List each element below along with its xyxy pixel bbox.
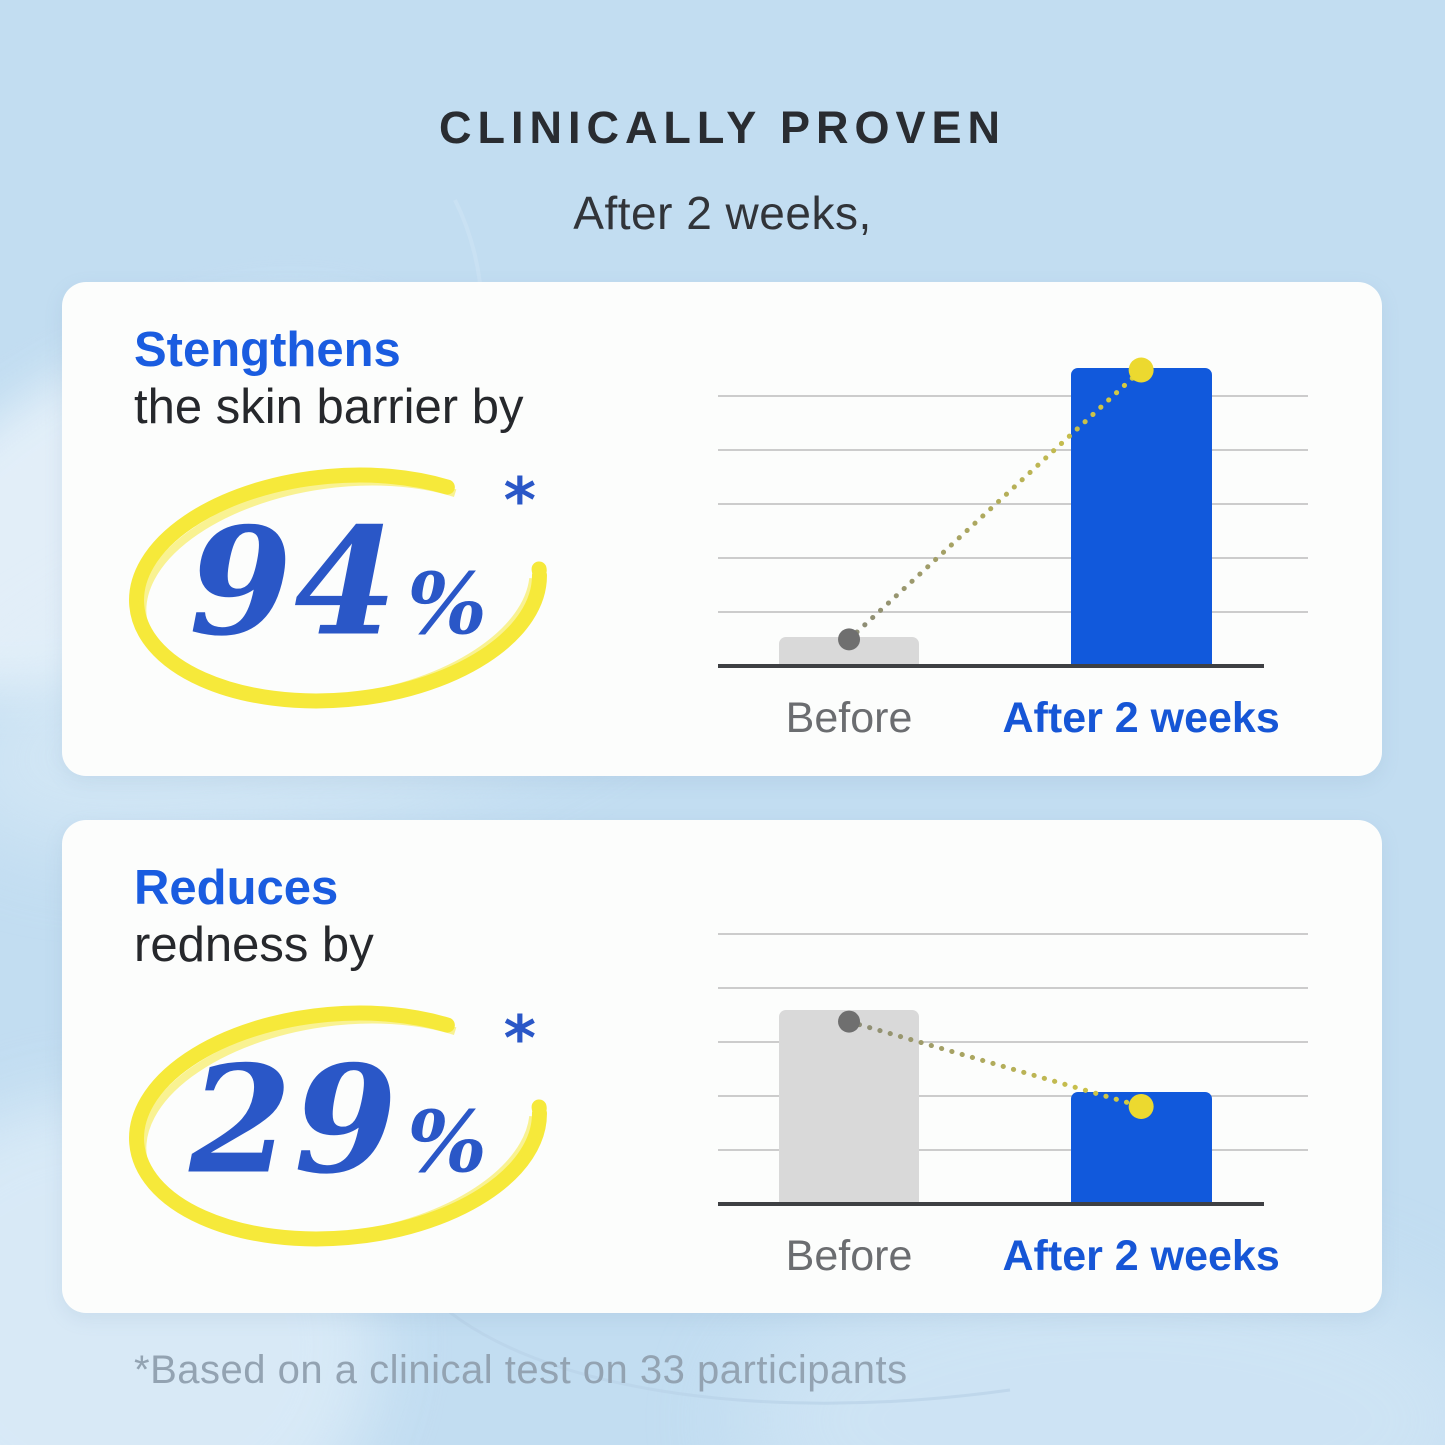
gridline [718,394,1308,397]
dotted-trend-line [846,367,1144,642]
bar-before [778,1009,920,1202]
hand-drawn-circle-icon [129,467,547,709]
chart-plot-area [718,906,1308,1206]
trend-connector [838,357,1154,651]
gridline [718,610,1308,613]
before-dot [838,628,861,651]
footnote: *Based on a clinical test on 33 particip… [134,1348,908,1392]
bar-after [1070,368,1212,664]
before-dot [838,1010,861,1033]
gridline [718,1148,1308,1151]
asterisk-icon: * [503,1002,536,1075]
chart-axis-labels: Before After 2 weeks [718,1232,1280,1288]
card-heading-rest: the skin barrier by [134,380,524,435]
after-dot [1128,357,1154,383]
stat-highlight: 29 % * [118,986,558,1262]
gridline [718,986,1308,989]
axis-label-before: Before [785,694,913,742]
stat-highlight: 94 % * [118,448,558,724]
asterisk-icon: * [503,464,536,537]
stat-number: 94 % [118,508,558,656]
bar-chart-redness: Before After 2 weeks [718,906,1308,1288]
hand-drawn-circle-icon [129,1005,547,1247]
stat-digits: 94 [189,494,400,669]
card-heading-rest: redness by [134,918,374,973]
gridline [718,932,1308,935]
stat-number: 29 % [118,1046,558,1194]
gridline [718,448,1308,451]
gridline [718,1040,1308,1043]
gridline [718,1094,1308,1097]
percent-sign: % [407,1092,487,1192]
stat-digits: 29 [189,1032,400,1207]
chart-plot-area [718,357,1308,668]
card-heading-accent: Reduces [134,861,339,915]
after-dot [1128,1093,1154,1119]
axis-label-before: Before [785,1232,913,1280]
card-heading-accent: Stengthens [134,323,401,377]
trend-connector [838,1010,1154,1119]
axis-label-after: After 2 weeks [1002,1232,1280,1280]
gridline [718,502,1308,505]
card-heading: Reduces redness by [134,860,374,975]
bar-chart-skin-barrier: Before After 2 weeks [718,357,1308,750]
stat-card-skin-barrier: Stengthens the skin barrier by 94 % * Be… [62,282,1382,776]
card-heading: Stengthens the skin barrier by [134,322,523,437]
chart-axis-labels: Before After 2 weeks [718,694,1280,750]
page-subtitle: After 2 weeks, [573,187,872,239]
axis-label-after: After 2 weeks [1002,694,1280,742]
percent-sign: % [407,554,487,654]
dotted-trend-line [846,1019,1144,1109]
gridline [718,556,1308,559]
page-title: CLINICALLY PROVEN [438,102,1007,153]
stat-card-redness: Reduces redness by 29 % * Before After 2… [62,820,1382,1313]
